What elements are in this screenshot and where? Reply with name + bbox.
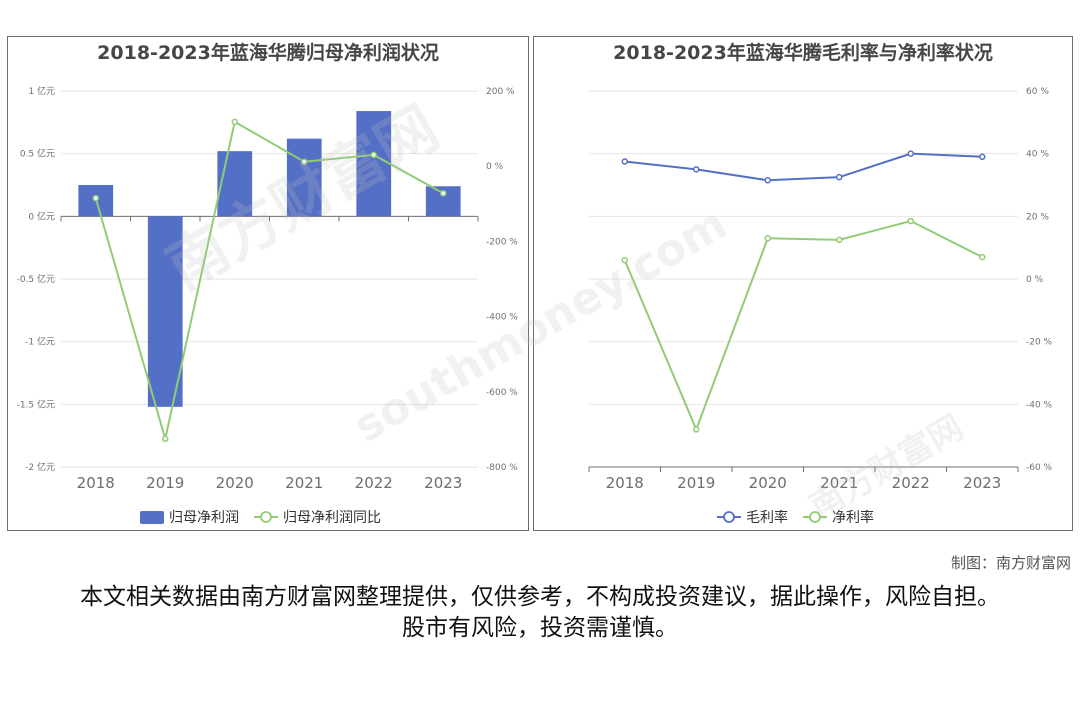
y-right-tick-label: 60 % xyxy=(1026,87,1049,97)
chart-panel-margins: 2018-2023年蓝海华腾毛利率与净利率状况 60 % 40 % 20 % 0 % -2… xyxy=(533,36,1073,531)
y-left-tick-label: 0 亿元 xyxy=(28,210,55,222)
x-tick-label: 2023 xyxy=(424,474,462,492)
y-left-tick-label: -1 亿元 xyxy=(25,336,55,348)
x-tick-label: 2023 xyxy=(963,474,1001,492)
x-tick-label: 2019 xyxy=(677,474,715,492)
data-point xyxy=(301,158,308,165)
bar xyxy=(286,138,322,217)
legend-label: 毛利率 xyxy=(746,509,788,526)
series-line xyxy=(623,219,983,433)
margin-chart: 2018-2023年蓝海华腾毛利率与净利率状况 60 % 40 % 20 % 0 % -2… xyxy=(588,41,1053,526)
y-right-tick-label: -20 % xyxy=(1026,338,1053,348)
y-right-tick-label: 0 % xyxy=(486,162,504,172)
data-point xyxy=(979,253,986,261)
legend-marker-icon xyxy=(723,511,735,523)
legend-marker-icon xyxy=(809,511,821,523)
data-point xyxy=(764,235,771,242)
x-tick-label: 2018 xyxy=(77,474,115,492)
data-point xyxy=(92,194,99,202)
y-right-tick-label: 20 % xyxy=(1026,212,1049,222)
y-right-tick-label: 200 % xyxy=(486,87,515,97)
legend-label: 净利率 xyxy=(832,509,874,526)
chart-title: 2018-2023年蓝海华腾归母净利润状况 xyxy=(97,41,439,64)
y-right-tick-label: -400 % xyxy=(486,313,518,323)
data-point xyxy=(836,236,843,244)
legend-label: 归母净利润同比 xyxy=(283,509,381,526)
data-point xyxy=(440,190,447,197)
chart-title: 2018-2023年蓝海华腾毛利率与净利率状况 xyxy=(613,41,993,64)
bar xyxy=(217,151,253,217)
data-point xyxy=(162,435,169,443)
data-point xyxy=(231,118,238,126)
bar xyxy=(147,216,183,407)
y-left-tick-label: -2 亿元 xyxy=(25,461,55,473)
x-tick-label: 2021 xyxy=(285,474,323,492)
net-profit-chart: 2018-2023年蓝海华腾归母净利润状况 1 亿元 0.5 亿元 0 亿元 -0.5 … xyxy=(17,41,519,526)
x-tick-label: 2022 xyxy=(892,474,930,492)
x-tick-label: 2018 xyxy=(606,474,644,492)
y-left-tick-label: 0.5 亿元 xyxy=(20,148,55,160)
y-left-tick-label: -1.5 亿元 xyxy=(17,398,55,410)
data-point xyxy=(693,426,700,433)
data-point xyxy=(621,256,628,264)
data-point xyxy=(370,151,377,159)
y-left-tick-label: 1 亿元 xyxy=(28,85,55,97)
data-point xyxy=(764,177,771,184)
y-right-tick-label: -800 % xyxy=(486,463,518,473)
x-tick-label: 2019 xyxy=(146,474,184,492)
x-tick-label: 2021 xyxy=(820,474,858,492)
x-tick-label: 2020 xyxy=(216,474,254,492)
data-point xyxy=(907,217,914,225)
y-right-tick-label: -600 % xyxy=(486,388,518,398)
legend-bar-icon xyxy=(140,511,164,524)
y-right-tick-label: -200 % xyxy=(486,237,518,247)
chart-panel-net-profit: 2018-2023年蓝海华腾归母净利润状况 1 亿元 0.5 亿元 0 亿元 -0.5 … xyxy=(7,36,529,531)
legend-label: 归母净利润 xyxy=(169,509,239,526)
x-tick-label: 2022 xyxy=(355,474,393,492)
series-line xyxy=(94,120,444,440)
data-point xyxy=(836,173,843,181)
y-right-tick-label: -40 % xyxy=(1026,400,1053,410)
series-line xyxy=(624,152,983,182)
data-point xyxy=(621,158,628,165)
data-point xyxy=(979,153,986,161)
legend-marker-icon xyxy=(260,511,272,523)
y-right-tick-label: -60 % xyxy=(1026,463,1053,473)
y-left-tick-label: -0.5 亿元 xyxy=(17,273,55,285)
x-tick-label: 2020 xyxy=(749,474,787,492)
y-right-tick-label: 40 % xyxy=(1026,150,1049,160)
y-right-tick-label: 0 % xyxy=(1026,275,1044,285)
data-point xyxy=(693,166,700,173)
bar xyxy=(356,111,392,217)
disclaimer-text: 本文相关数据由南方财富网整理提供，仅供参考，不构成投资建议，据此操作，风险自担。… xyxy=(80,584,1000,641)
data-point xyxy=(907,150,914,157)
chart-credit: 制图：南方财富网 xyxy=(950,554,1071,572)
